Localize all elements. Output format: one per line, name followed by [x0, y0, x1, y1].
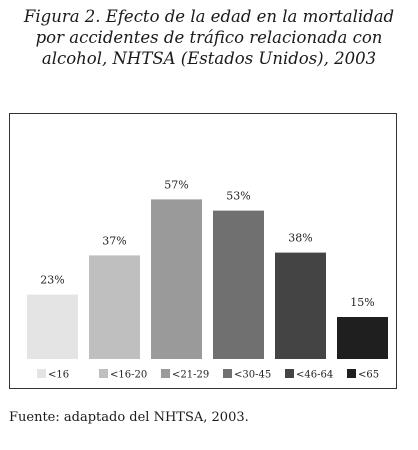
bar-6: [337, 317, 388, 359]
legend-label-3: <21-29: [172, 370, 209, 381]
legend-swatch-5: [285, 369, 294, 378]
bar-value-label-4: 53%: [226, 190, 250, 203]
legend-swatch-2: [99, 369, 108, 378]
bar-value-label-5: 38%: [288, 232, 312, 245]
legend-label-5: <46-64: [296, 370, 333, 381]
legend-label-2: <16-20: [110, 370, 147, 381]
legend-swatch-6: [347, 369, 356, 378]
bar-2: [89, 255, 140, 359]
legend-swatch-4: [223, 369, 232, 378]
bar-3: [151, 199, 202, 359]
bar-4: [213, 210, 264, 359]
legend-swatch-1: [37, 369, 46, 378]
source-note: Fuente: adaptado del NHTSA, 2003.: [9, 410, 249, 425]
figure-title-line-1: Figura 2. Efecto de la edad en la mortal…: [23, 7, 395, 26]
bar-1: [27, 294, 78, 359]
bar-value-label-2: 37%: [102, 234, 126, 247]
bar-chart: 23% <16 37% <16-20 57% <21-29 53% <30-45 38% <46-…: [27, 178, 388, 381]
bar-5: [275, 252, 326, 359]
legend-label-1: <16: [48, 370, 69, 381]
legend-label-4: <30-45: [234, 370, 271, 381]
bar-value-label-6: 15%: [350, 296, 374, 309]
figure-title-line-2: por accidentes de tráfico relacionada co…: [35, 28, 383, 47]
legend-swatch-3: [161, 369, 170, 378]
figure-title-line-3: alcohol, NHTSA (Estados Unidos), 2003: [41, 49, 377, 68]
bar-value-label-1: 23%: [40, 274, 64, 287]
bar-value-label-3: 57%: [164, 178, 188, 191]
figure-title: Figura 2. Efecto de la edad en la mortal…: [10, 6, 408, 69]
legend-label-6: <65: [358, 370, 379, 381]
chart-frame: 23% <16 37% <16-20 57% <21-29 53% <30-45 38% <46-…: [9, 113, 397, 389]
